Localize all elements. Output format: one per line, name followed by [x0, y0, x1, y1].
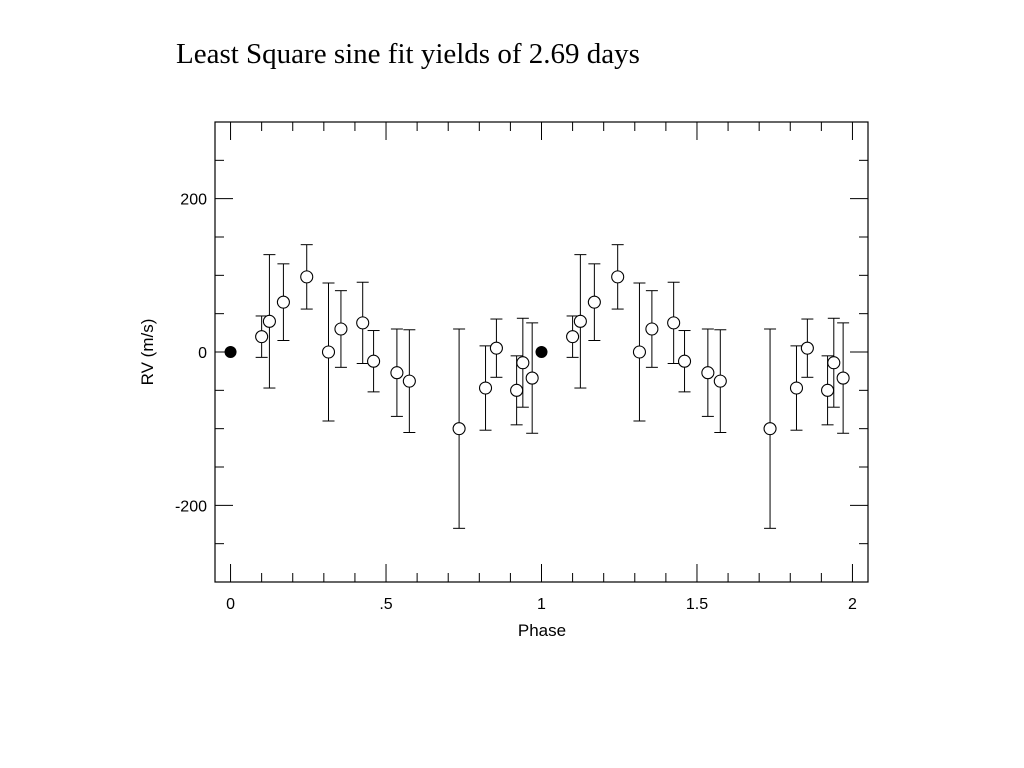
open-data-point	[827, 356, 841, 370]
open-data-point	[800, 341, 814, 355]
tick-labels: 0 .5 1 1.5 2 -200 0 200	[175, 192, 857, 613]
x-tick-label: 1	[537, 596, 546, 613]
filled-data-point	[224, 346, 237, 358]
open-data-point	[701, 366, 715, 380]
y-tick-label: 200	[180, 192, 207, 209]
open-data-point	[321, 345, 336, 359]
open-data-point	[516, 356, 530, 370]
x-tick-label: 2	[848, 596, 857, 613]
open-data-point	[356, 316, 370, 330]
y-tick-label: -200	[175, 498, 207, 515]
open-data-point	[300, 270, 314, 284]
open-data-point	[276, 295, 290, 309]
open-data-point	[452, 422, 466, 436]
x-tick-label: 1.5	[686, 596, 708, 613]
open-data-point	[478, 381, 493, 395]
open-data-point	[763, 422, 777, 436]
open-data-point	[566, 330, 580, 344]
x-axis-label: Phase	[518, 621, 566, 640]
x-tick-label: .5	[379, 596, 392, 613]
open-data-point	[645, 322, 659, 336]
slide-title: Least Square sine fit yields of 2.69 day…	[176, 38, 640, 70]
open-data-point	[677, 354, 692, 368]
open-data-point	[611, 270, 625, 284]
open-data-point	[632, 345, 647, 359]
open-data-point	[667, 316, 681, 330]
open-data-point	[789, 381, 804, 395]
open-data-point	[367, 354, 381, 368]
open-data-point	[262, 314, 276, 328]
y-tick-label: 0	[198, 345, 207, 362]
open-data-point	[489, 341, 503, 355]
open-data-point	[713, 374, 727, 388]
error-bars	[255, 244, 850, 529]
axis-ticks	[215, 121, 868, 583]
open-data-point	[821, 383, 835, 397]
open-data-point	[510, 383, 524, 397]
open-data-point	[255, 330, 269, 344]
y-axis-label: RV (m/s)	[138, 319, 157, 386]
data-points	[224, 270, 850, 436]
open-data-point	[587, 295, 601, 309]
open-data-point	[525, 371, 539, 385]
open-data-point	[402, 374, 416, 388]
open-data-point	[836, 371, 850, 385]
open-data-point	[573, 314, 587, 328]
x-tick-label: 0	[226, 596, 235, 613]
open-data-point	[390, 366, 404, 380]
open-data-point	[334, 322, 348, 336]
filled-data-point	[535, 346, 548, 358]
